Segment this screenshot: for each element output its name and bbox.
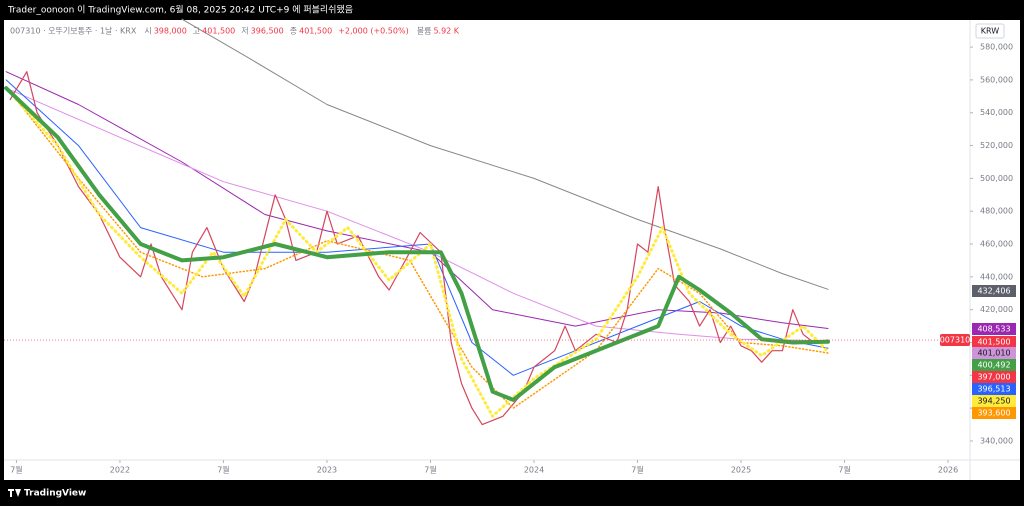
- x-tick-label: 2024: [524, 466, 544, 475]
- publisher: Trader_oonoon 이 TradingView.com, 6월 08, …: [7, 4, 353, 16]
- price-badge-label: 397,000: [977, 373, 1010, 382]
- price-badge: [972, 383, 1016, 395]
- currency: KRW: [981, 27, 999, 36]
- y-tick-label: 500,000: [980, 174, 1013, 183]
- currency-box[interactable]: [975, 23, 1005, 39]
- ohlc-key: 시: [144, 27, 151, 36]
- y-tick-label: 460,000: [980, 240, 1013, 249]
- price-badge-label: 432,406: [977, 287, 1010, 296]
- y-tick-label: 560,000: [980, 75, 1013, 84]
- ohlc-value: 401,500: [299, 27, 332, 36]
- series-line: [9, 71, 829, 426]
- y-tick-label: 340,000: [980, 436, 1013, 445]
- price-badge: [972, 285, 1016, 297]
- symbol-tag-box: [940, 334, 970, 347]
- x-tick-label: 2026: [938, 466, 958, 475]
- y-tick-label: 440,000: [980, 272, 1013, 281]
- series-line: [15, 98, 829, 409]
- series-line: [14, 98, 830, 418]
- price-badge: [972, 407, 1016, 419]
- ohlc-key: 고: [193, 27, 200, 36]
- volume-key: 볼륨: [417, 26, 432, 36]
- y-tick-label: 420,000: [980, 305, 1013, 314]
- series-line: [181, 18, 829, 290]
- symbol-info: 007310 · 오뚜기보통주 · 1날 · KRX: [10, 26, 137, 36]
- y-tick-label: 480,000: [980, 207, 1013, 216]
- price-badge-label: 393,600: [977, 409, 1010, 418]
- symbol-tag: 007310: [940, 336, 971, 345]
- price-badge-label: 400,492: [977, 361, 1010, 370]
- price-badge: [972, 395, 1016, 407]
- x-tick-label: 7월: [631, 465, 643, 475]
- y-tick-label: 540,000: [980, 108, 1013, 117]
- volume-value: 5.92 K: [433, 27, 459, 36]
- price-badge-label: 401,010: [977, 349, 1010, 358]
- ohlc-value: 401,500: [202, 27, 235, 36]
- x-tick-label: 7월: [424, 465, 436, 475]
- x-tick-label: 7월: [838, 465, 850, 475]
- x-tick-label: 2023: [317, 466, 337, 475]
- ohlc-value: 396,500: [251, 27, 284, 36]
- ohlc-value: 398,000: [154, 27, 187, 36]
- ohlc-key: 종: [290, 27, 297, 36]
- x-tick-label: 2025: [731, 466, 751, 475]
- price-badge-label: 408,533: [977, 325, 1010, 334]
- series-line: [4, 86, 830, 402]
- series-line: [5, 87, 829, 342]
- logo: [8, 489, 21, 497]
- chart-panel: [4, 20, 1020, 480]
- price-badge-label: 401,500: [977, 338, 1010, 347]
- price-badge-label: 394,250: [977, 397, 1010, 406]
- y-tick-label: 520,000: [980, 141, 1013, 150]
- x-tick-label: 7월: [217, 465, 229, 475]
- price-badge: [972, 323, 1016, 335]
- plot: 340,000360,000380,000400,000420,000440,0…: [4, 18, 1016, 475]
- change: +2,000 (+0.50%): [338, 27, 409, 36]
- y-tick-label: 580,000: [980, 43, 1013, 52]
- brand: TradingView: [24, 489, 86, 499]
- price-badge: [972, 371, 1016, 383]
- legend: 007310 · 오뚜기보통주 · 1날 · KRX 시 398,000 고 401,5…: [10, 26, 460, 36]
- ohlc-key: 저: [241, 27, 248, 36]
- x-tick-label: 2022: [110, 466, 130, 475]
- price-badge: [972, 359, 1016, 371]
- price-badge: [972, 336, 1016, 348]
- x-tick-label: 7월: [10, 465, 22, 475]
- series-line: [5, 79, 829, 376]
- price-badge: [972, 347, 1016, 359]
- price-badge-label: 396,513: [977, 385, 1010, 394]
